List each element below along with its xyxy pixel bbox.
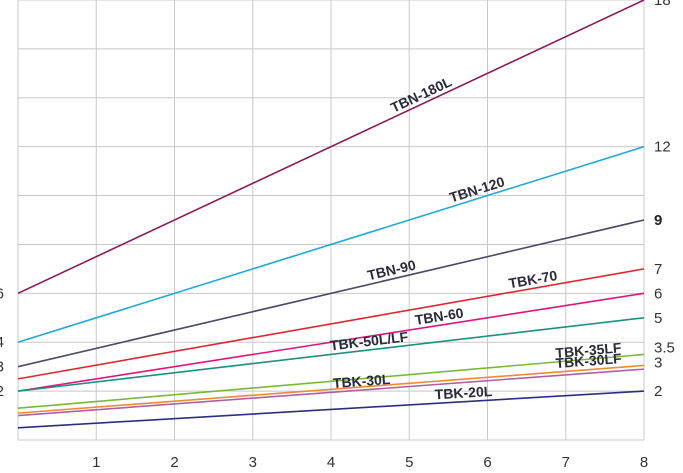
x-tick-labels: 1 2 3 4 5 6 7 8 — [92, 454, 648, 471]
left-tick-label: 2 — [0, 383, 4, 400]
series-label: TBK-20L — [434, 383, 493, 402]
right-tick-label: 18 — [654, 0, 671, 9]
right-tick-label: 2 — [654, 383, 662, 400]
left-tick-label: 6 — [0, 285, 4, 302]
right-tick-label: 5 — [654, 310, 662, 327]
right-tick-label: 9 — [654, 212, 662, 229]
left-tick-labels: 6 4 3 2 — [0, 285, 4, 400]
x-tick-label: 1 — [92, 454, 100, 471]
x-tick-label: 7 — [562, 454, 570, 471]
x-tick-label: 4 — [327, 454, 335, 471]
x-tick-label: 3 — [249, 454, 257, 471]
left-tick-label: 3 — [0, 359, 4, 376]
right-tick-label: 3 — [654, 355, 662, 372]
x-tick-label: 8 — [640, 454, 648, 471]
grid — [18, 0, 644, 440]
x-tick-label: 2 — [170, 454, 178, 471]
series-label: TBN-120 — [447, 173, 506, 205]
x-tick-label: 6 — [483, 454, 491, 471]
right-tick-label: 12 — [654, 139, 671, 156]
series-label: TBN-180L — [388, 73, 454, 115]
x-tick-label: 5 — [405, 454, 413, 471]
right-tick-label: 6 — [654, 285, 662, 302]
right-tick-label: 7 — [654, 261, 662, 278]
left-tick-label: 4 — [0, 334, 4, 351]
